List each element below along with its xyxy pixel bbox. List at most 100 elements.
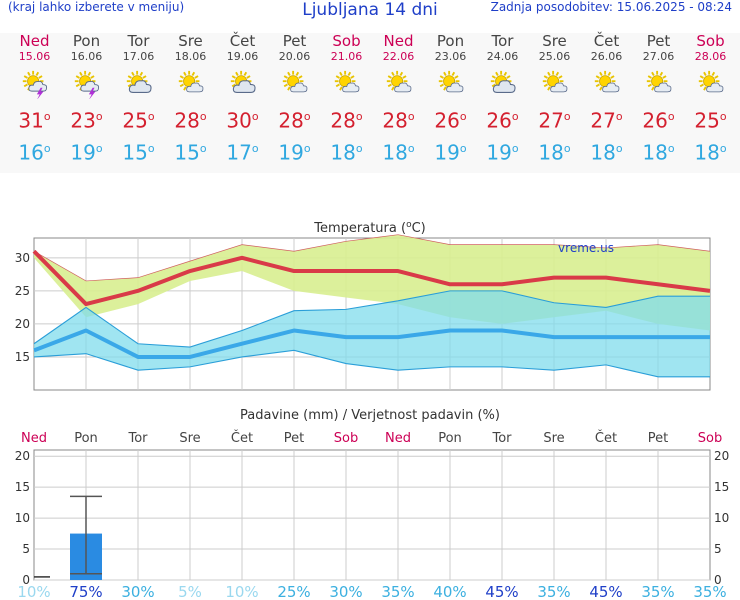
- day-date: 27.06: [642, 50, 675, 63]
- sun-ray: [193, 75, 199, 79]
- precipitation-day-label: Sob: [334, 431, 358, 446]
- precipitation-y-tick-left: 15: [15, 480, 30, 494]
- sun-cloud-icon: [438, 70, 463, 93]
- precipitation-probability-label: 25%: [277, 583, 310, 600]
- precipitation-day-label: Ned: [385, 431, 411, 446]
- max-temperature-line: [32, 249, 711, 307]
- cloudy-sun-icon: [490, 70, 516, 93]
- max-temperature: 28o: [174, 108, 207, 133]
- temperature-y-tick: 15: [15, 350, 30, 364]
- sun-ray: [442, 71, 447, 76]
- sun-ray: [711, 71, 715, 76]
- precipitation-day-label: Tor: [127, 431, 148, 446]
- day-date: 28.06: [694, 50, 727, 63]
- cloud-shape: [79, 81, 99, 92]
- max-temperature: 26o: [642, 108, 675, 133]
- precipitation-day-label: Sre: [179, 431, 200, 446]
- day-column: Sre 25.06 27o 18o: [529, 33, 581, 166]
- sun-ray: [399, 71, 403, 76]
- cloud-outline: [492, 80, 516, 93]
- precipitation-chart-title: Padavine (mm) / Verjetnost padavin (%): [240, 408, 500, 423]
- precipitation-probability-label: 40%: [433, 583, 466, 600]
- day-name: Čet: [593, 32, 620, 50]
- sun-ray: [702, 71, 707, 76]
- sun-ray: [75, 83, 80, 88]
- min-temperature: 19o: [278, 140, 311, 165]
- sun-ray: [26, 71, 31, 76]
- day-name: Pon: [436, 32, 465, 50]
- sun-ray: [78, 71, 83, 76]
- cloud-shape: [445, 82, 463, 93]
- precipitation-probability-label: 45%: [485, 583, 518, 600]
- sun-cloud-icon: [646, 70, 671, 93]
- sun-ray: [139, 71, 143, 76]
- cloud-shape: [232, 80, 256, 93]
- precipitation-probability-label: 45%: [589, 583, 622, 600]
- sun-shape: [178, 70, 199, 92]
- min-temperature: 16o: [18, 140, 51, 165]
- precipitation-y-tick-left: 20: [15, 449, 30, 463]
- precipitation-y-tick-right: 0: [714, 573, 722, 587]
- day-name: Sre: [178, 32, 203, 50]
- day-name: Tor: [491, 32, 514, 50]
- day-date: 18.06: [174, 50, 207, 63]
- precipitation-y-tick-left: 0: [22, 573, 30, 587]
- sun-ray: [335, 83, 340, 88]
- sun-ray: [37, 75, 43, 79]
- sun-ray: [546, 71, 551, 76]
- precipitation-day-label: Pet: [284, 431, 304, 446]
- day-date: 26.06: [590, 50, 623, 63]
- sun-ray: [557, 75, 563, 79]
- sun-ray: [75, 75, 80, 79]
- precipitation-y-tick-left: 5: [22, 542, 30, 556]
- sun-ray: [245, 75, 251, 79]
- sun-ray: [338, 71, 343, 76]
- cloud-shape: [492, 80, 516, 93]
- day-column: Tor 24.06 26o 19o: [477, 33, 529, 166]
- max-temperature: 27o: [538, 108, 571, 133]
- sun-ray: [179, 75, 184, 79]
- page-title: Ljubljana 14 dni: [302, 0, 438, 20]
- min-temperature: 18o: [590, 140, 623, 165]
- day-date: 22.06: [382, 50, 415, 63]
- sun-cloud-icon: [178, 70, 203, 93]
- day-date: 20.06: [278, 50, 311, 63]
- sun-ray: [702, 86, 707, 91]
- min-temperature: 19o: [70, 140, 103, 165]
- day-column: Pon 23.06 26o 19o: [425, 33, 477, 166]
- precipitation-day-label: Čet: [595, 430, 617, 446]
- sun-ray: [647, 83, 652, 88]
- sun-cloud-icon: [334, 70, 359, 93]
- sun-ray: [243, 71, 247, 76]
- precipitation-probability-label: 35%: [641, 583, 674, 600]
- min-temperature: 18o: [382, 140, 415, 165]
- sun-ray: [699, 75, 704, 79]
- sun-ray: [182, 86, 187, 91]
- top-menu-note[interactable]: (kraj lahko izberete v meniju): [8, 0, 185, 14]
- day-name: Sob: [696, 32, 725, 50]
- precipitation-probability-label: 10%: [225, 583, 258, 600]
- sun-ray: [647, 75, 652, 79]
- sun-ray: [347, 71, 351, 76]
- cloud-shape: [549, 82, 567, 93]
- sun-ray: [390, 86, 395, 91]
- min-temperature: 18o: [330, 140, 363, 165]
- sun-ray: [451, 71, 455, 76]
- sun-ray: [87, 71, 91, 76]
- sun-ray: [387, 83, 392, 88]
- day-column: Ned 22.06 28o 18o: [373, 33, 425, 166]
- precipitation-day-label: Sre: [543, 431, 564, 446]
- cloud-outline: [393, 82, 411, 93]
- min-temperature: 18o: [694, 140, 727, 165]
- cloud-outline: [549, 82, 567, 93]
- sun-ray: [130, 71, 135, 76]
- temperature-y-tick: 30: [15, 251, 30, 265]
- max-temperature: 23o: [70, 108, 103, 133]
- sun-ray: [439, 75, 444, 79]
- sun-ray: [609, 75, 615, 79]
- sun-ray: [89, 75, 95, 79]
- max-temperature: 28o: [330, 108, 363, 133]
- max-temperature: 26o: [434, 108, 467, 133]
- sun-ray: [286, 71, 291, 76]
- cloud-outline: [128, 80, 152, 93]
